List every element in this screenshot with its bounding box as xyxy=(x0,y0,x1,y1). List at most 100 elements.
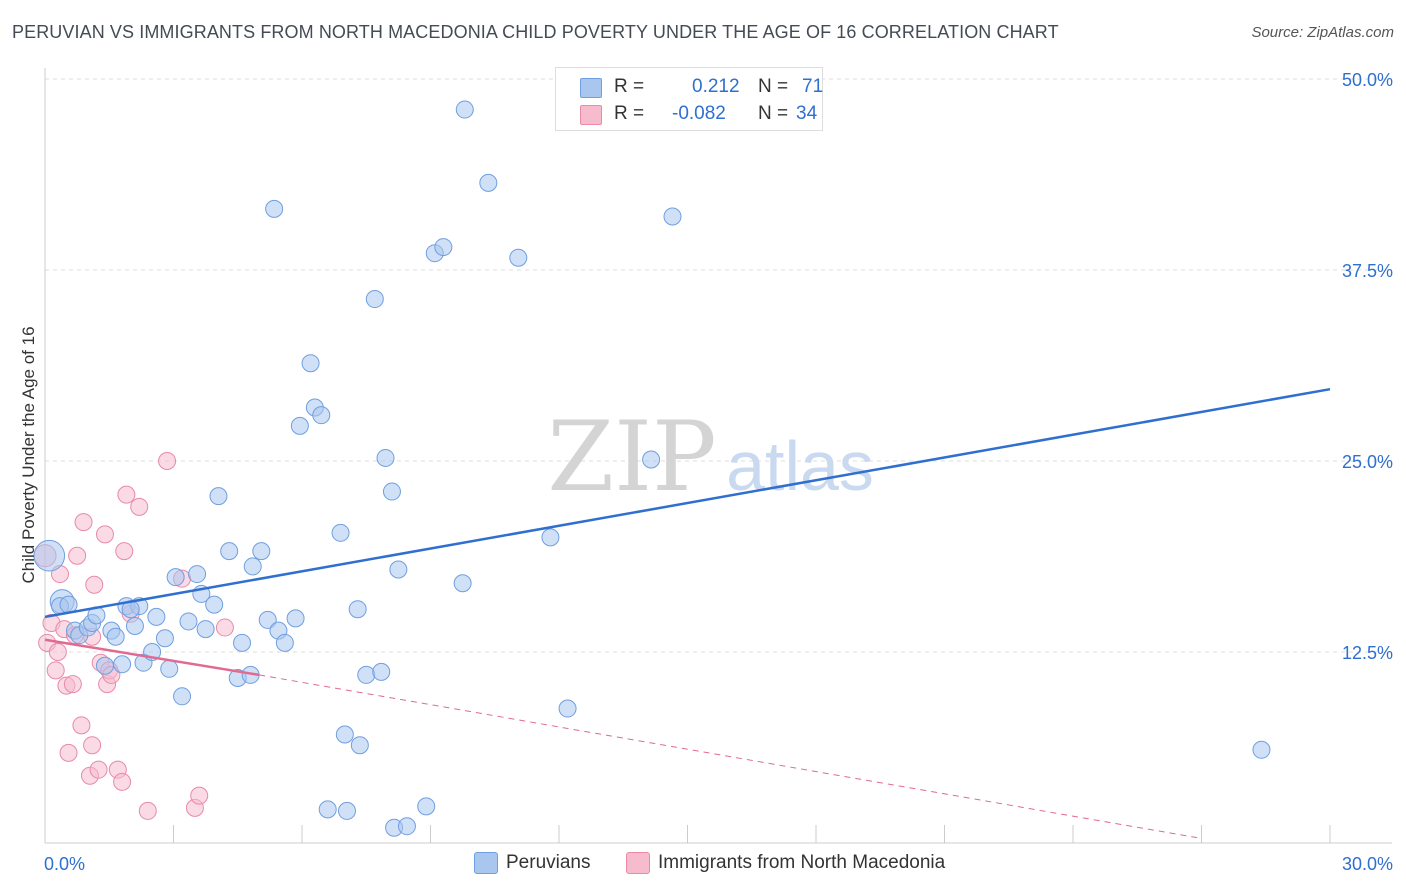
point-peruvians xyxy=(147,607,166,626)
y-axis-label: Child Poverty Under the Age of 16 xyxy=(19,326,38,583)
point-peruvians xyxy=(265,199,284,218)
point-peruvians xyxy=(275,633,294,652)
point-north-macedonia xyxy=(115,542,134,561)
legend-swatch-blue xyxy=(580,78,602,98)
source-label: Source: ZipAtlas.com xyxy=(1251,24,1394,41)
point-peruvians xyxy=(290,416,309,435)
bottom-legend-swatch-pink xyxy=(626,852,650,874)
point-peruvians xyxy=(301,354,320,373)
point-peruvians xyxy=(312,406,331,425)
point-peruvians xyxy=(335,725,354,744)
point-peruvians xyxy=(331,523,350,542)
point-peruvians xyxy=(455,100,474,119)
point-peruvians xyxy=(125,617,144,636)
point-peruvians xyxy=(453,574,472,593)
point-north-macedonia xyxy=(68,546,87,565)
point-peruvians xyxy=(397,817,416,836)
legend-n-value: 71 xyxy=(802,76,824,97)
point-north-macedonia xyxy=(59,743,78,762)
point-north-macedonia xyxy=(138,801,157,820)
point-north-macedonia xyxy=(113,772,132,791)
point-peruvians xyxy=(220,542,239,561)
legend-r-value: -0.082 xyxy=(672,103,726,124)
point-peruvians xyxy=(286,609,305,628)
x-tick-label: 30.0% xyxy=(1342,854,1393,874)
point-north-macedonia xyxy=(46,661,65,680)
point-peruvians xyxy=(1252,740,1271,759)
point-north-macedonia xyxy=(48,643,67,661)
point-peruvians xyxy=(243,557,262,576)
legend-r-label: R = xyxy=(614,103,645,124)
series-peruvians-points xyxy=(33,100,1271,837)
point-north-macedonia xyxy=(158,452,177,470)
chart-title: PERUVIAN VS IMMIGRANTS FROM NORTH MACEDO… xyxy=(12,22,1059,42)
point-peruvians xyxy=(365,290,384,309)
point-peruvians xyxy=(173,687,192,706)
point-peruvians xyxy=(663,207,682,226)
tick-labels: 12.5% 25.0% 37.5% 50.0% 0.0% 30.0% xyxy=(44,70,1393,874)
point-peruvians xyxy=(642,450,661,469)
point-peruvians xyxy=(258,610,277,629)
point-peruvians xyxy=(209,487,228,506)
bottom-legend-swatch-blue xyxy=(474,852,498,874)
trendline-peruvians xyxy=(44,387,1331,619)
point-peruvians xyxy=(348,600,367,619)
point-north-macedonia xyxy=(117,485,136,504)
point-peruvians xyxy=(160,659,179,678)
y-tick-label: 25.0% xyxy=(1342,452,1393,472)
x-tick-label: 0.0% xyxy=(44,854,85,874)
bottom-legend-label: Peruvians xyxy=(506,852,591,873)
point-peruvians xyxy=(166,568,185,587)
legend-r-value: 0.212 xyxy=(692,76,740,97)
y-tick-label: 12.5% xyxy=(1342,643,1393,663)
legend-n-label: N = xyxy=(758,76,789,97)
point-peruvians xyxy=(95,656,114,675)
trend-lines xyxy=(44,387,1331,839)
correlation-legend: R = 0.212 N = 71 R = -0.082 N = 34 xyxy=(555,67,823,131)
point-peruvians xyxy=(233,633,252,652)
watermark: ZIP atlas xyxy=(547,401,874,513)
legend-n-label: N = xyxy=(758,103,789,124)
trendline-north-macedonia xyxy=(44,638,260,677)
point-peruvians xyxy=(479,173,498,192)
point-north-macedonia xyxy=(63,675,82,694)
point-north-macedonia xyxy=(89,760,108,779)
point-peruvians xyxy=(357,665,376,684)
point-north-macedonia xyxy=(95,525,114,544)
point-peruvians xyxy=(337,801,356,820)
point-peruvians xyxy=(389,560,408,579)
axes xyxy=(44,68,1392,844)
point-peruvians xyxy=(372,662,391,681)
point-peruvians xyxy=(205,595,224,614)
point-peruvians xyxy=(113,655,132,674)
point-peruvians xyxy=(509,248,528,267)
legend-swatch-pink xyxy=(580,105,602,125)
point-peruvians xyxy=(196,620,215,639)
point-peruvians xyxy=(252,542,271,561)
point-peruvians xyxy=(541,528,560,547)
point-north-macedonia xyxy=(130,497,149,516)
point-peruvians xyxy=(434,238,453,257)
point-peruvians xyxy=(106,627,125,646)
point-peruvians xyxy=(350,736,369,755)
point-north-macedonia xyxy=(85,575,104,594)
point-peruvians xyxy=(558,699,577,718)
legend-n-value: 34 xyxy=(796,103,818,124)
y-tick-label: 37.5% xyxy=(1342,261,1393,281)
point-peruvians xyxy=(382,482,401,501)
point-north-macedonia xyxy=(72,716,91,735)
point-peruvians xyxy=(318,800,337,819)
point-peruvians xyxy=(417,797,436,816)
point-peruvians xyxy=(179,612,198,631)
point-peruvians xyxy=(188,565,207,584)
watermark-zip: ZIP xyxy=(547,401,716,513)
point-peruvians xyxy=(376,448,395,467)
trendline-north-macedonia-extrapolated xyxy=(259,674,1202,839)
bottom-legend-label: Immigrants from North Macedonia xyxy=(658,852,946,873)
point-peruvians xyxy=(155,629,174,648)
point-north-macedonia xyxy=(215,618,234,637)
point-north-macedonia xyxy=(190,786,209,805)
legend-r-label: R = xyxy=(614,76,645,97)
point-north-macedonia xyxy=(83,736,102,755)
